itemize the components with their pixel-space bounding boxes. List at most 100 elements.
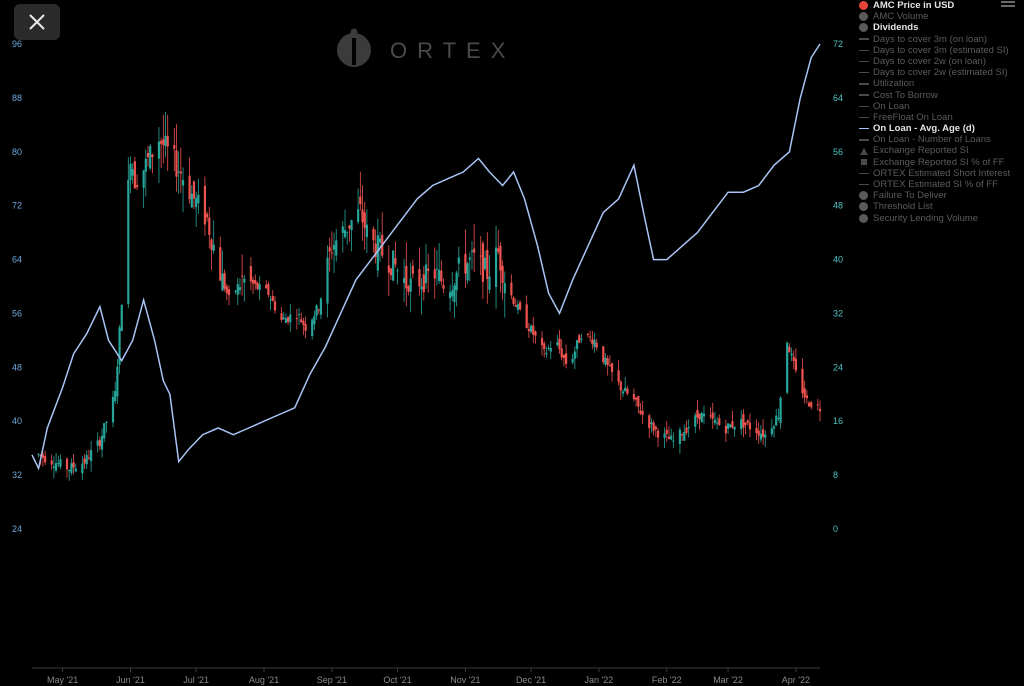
candle-body	[740, 419, 743, 430]
close-button[interactable]	[14, 4, 60, 40]
candle-body	[575, 340, 579, 349]
legend-item[interactable]: AMC Volume	[858, 11, 1024, 22]
legend-item[interactable]: AMC Price in USD	[858, 0, 1024, 11]
candle-body	[111, 397, 115, 423]
legend-item[interactable]: ORTEX Estimated Short Interest	[858, 168, 1024, 179]
legend-item[interactable]: On Loan - Avg. Age (d)	[858, 123, 1024, 134]
candle-body	[166, 135, 169, 147]
candle-body	[433, 269, 436, 279]
candle-body	[488, 276, 491, 290]
candle-body	[131, 169, 134, 176]
candle-body	[497, 248, 500, 252]
candle-body	[160, 140, 163, 144]
legend-item[interactable]: Failure To Deliver	[858, 190, 1024, 201]
candle-body	[608, 365, 611, 367]
candle-body	[694, 415, 697, 427]
hamburger-menu-icon[interactable]	[1001, 1, 1015, 11]
legend-item[interactable]: Threshold List	[858, 201, 1024, 212]
candle-body	[50, 460, 53, 465]
candle-body	[387, 265, 390, 273]
legend-item[interactable]: On Loan	[858, 101, 1024, 112]
candle-body	[455, 272, 458, 291]
legend-item[interactable]: ORTEX Estimated SI % of FF	[858, 179, 1024, 190]
candle-body	[481, 243, 485, 282]
candle-body	[103, 423, 106, 439]
candle-body	[221, 273, 224, 291]
x-tick-label: Jul '21	[183, 675, 209, 685]
right-y-tick-label: 16	[833, 416, 843, 426]
candle-body	[448, 292, 452, 299]
candle-body	[315, 305, 318, 316]
legend-item[interactable]: Utilization	[858, 78, 1024, 89]
legend-item[interactable]: Days to cover 3m (estimated SI)	[858, 45, 1024, 56]
candle-body	[157, 141, 161, 159]
legend-item[interactable]: Days to cover 2w (estimated SI)	[858, 67, 1024, 78]
candle-body	[681, 434, 684, 436]
candle-body	[556, 342, 559, 346]
candle-body	[173, 145, 176, 149]
legend-item[interactable]: Days to cover 2w (on loan)	[858, 56, 1024, 67]
candle-body	[85, 455, 88, 465]
candle-body	[803, 388, 806, 398]
candle-body	[135, 185, 139, 188]
candle-body	[225, 286, 228, 294]
candle-body	[359, 196, 362, 205]
legend-item-label: Days to cover 3m (on loan)	[873, 33, 988, 45]
candle-body	[512, 297, 515, 305]
candle-body	[65, 458, 69, 470]
candle-body	[525, 304, 528, 329]
candle-body	[641, 411, 644, 415]
legend-item[interactable]: FreeFloat On Loan	[858, 112, 1024, 123]
right-y-tick-label: 24	[833, 362, 843, 372]
candle-body	[624, 387, 627, 392]
legend-item[interactable]: Days to cover 3m (on loan)	[858, 34, 1024, 45]
candle-body	[816, 404, 819, 406]
legend-item-label: Utilization	[873, 78, 915, 90]
candle-body	[435, 268, 439, 270]
legend-item-label: Days to cover 2w (on loan)	[873, 55, 986, 67]
candle-body	[376, 235, 379, 271]
square-icon	[858, 157, 869, 168]
legend-item-label: Exchange Reported SI % of FF	[873, 156, 1005, 168]
ortex-logo-icon	[337, 28, 371, 67]
candle-body	[241, 275, 244, 277]
candle-body	[403, 278, 406, 284]
candle-body	[442, 285, 445, 289]
candle-body	[593, 339, 596, 347]
legend-item[interactable]: Exchange Reported SI % of FF	[858, 157, 1024, 168]
candle-body	[192, 181, 196, 199]
candle-body	[501, 265, 504, 284]
candle-body	[105, 421, 108, 423]
candle-body	[52, 466, 55, 468]
candle-body	[96, 440, 99, 446]
candle-body	[350, 220, 353, 231]
legend-item[interactable]: On Loan - Number of Loans	[858, 134, 1024, 145]
left-y-tick-label: 80	[12, 147, 22, 157]
ortex-watermark: ORTEX	[337, 28, 505, 67]
candle-body	[534, 331, 537, 336]
candle-body	[87, 457, 91, 459]
candle-body	[54, 463, 58, 471]
candle-body	[770, 428, 773, 435]
candle-body	[127, 179, 130, 304]
avg-age-line	[31, 43, 821, 471]
legend-item[interactable]: Dividends	[858, 22, 1024, 33]
candle-body	[818, 408, 822, 412]
line-icon	[858, 45, 869, 56]
candle-body	[440, 270, 443, 282]
candle-body	[665, 429, 668, 434]
candle-body	[346, 231, 349, 233]
candle-body	[317, 309, 320, 311]
candle-body	[632, 394, 636, 400]
candle-body	[287, 317, 290, 322]
legend-item[interactable]: Exchange Reported SI	[858, 145, 1024, 156]
line-icon	[858, 34, 869, 45]
legend-item[interactable]: Cost To Borrow	[858, 90, 1024, 101]
candle-body	[90, 450, 93, 462]
candle-body	[258, 284, 261, 291]
candle-body	[617, 370, 620, 382]
legend-item[interactable]: Security Lending Volume	[858, 213, 1024, 224]
candle-body	[195, 198, 198, 208]
candle-body	[571, 358, 574, 363]
